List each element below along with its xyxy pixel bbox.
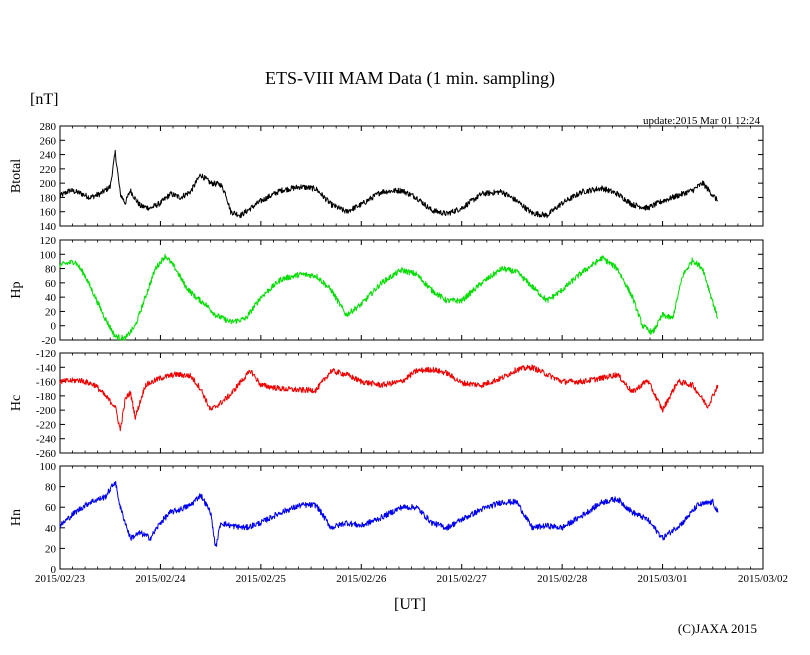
panel-btotal: 140 160 180 200 220 240 260 280 Btotal <box>9 121 764 233</box>
y-tick-label: 20 <box>45 306 57 318</box>
y-axis-label-btotal: Btotal <box>9 159 24 193</box>
y-tick-label: 120 <box>40 235 57 247</box>
y-tick-label: 260 <box>40 135 57 147</box>
chart-title: ETS-VIII MAM Data (1 min. sampling) <box>265 68 555 89</box>
y-tick-label: 160 <box>40 207 57 219</box>
copyright-text: (C)JAXA 2015 <box>678 621 757 636</box>
y-tick-label: 20 <box>45 543 57 555</box>
x-tick-label: 2015/02/26 <box>336 573 387 585</box>
panel-hc: -260 -240 -220 -200 -180 -160 -140 -120 Hc <box>9 348 764 460</box>
y-tick-label: -200 <box>36 405 57 417</box>
y-tick-label: -140 <box>36 362 57 374</box>
y-tick-label: 80 <box>45 264 57 276</box>
x-tick-label: 2015/03/02 <box>738 573 788 585</box>
panels-group: 140160180200220240260280Btotal-200204060… <box>9 121 764 576</box>
y-tick-label: 80 <box>45 482 57 494</box>
update-text: update:2015 Mar 01 12:24 <box>643 115 761 127</box>
y-tick-label: 240 <box>40 150 57 162</box>
x-tick-label: 2015/03/01 <box>638 573 688 585</box>
y-tick-label: -180 <box>36 391 57 403</box>
y-axis-label-hn: Hn <box>9 509 24 526</box>
y-tick-label: 100 <box>40 461 57 473</box>
y-tick-label: 200 <box>40 178 57 190</box>
x-tick-label: 2015/02/25 <box>236 573 287 585</box>
y-tick-label: 100 <box>40 249 57 261</box>
x-tick-label: 2015/02/24 <box>135 573 186 585</box>
y-tick-label: 60 <box>45 502 57 514</box>
y-tick-label: -240 <box>36 434 57 446</box>
y-tick-label: 60 <box>45 278 57 290</box>
y-tick-label: -160 <box>36 377 57 389</box>
y-tick-label: 0 <box>51 321 57 333</box>
y-tick-label: 220 <box>40 164 57 176</box>
y-tick-label: 180 <box>40 192 57 204</box>
series-line-btotal <box>59 149 719 219</box>
y-tick-label: 0 <box>51 564 57 576</box>
y-tick-label: -20 <box>41 335 56 347</box>
series-line-hc <box>59 364 719 432</box>
x-axis: 2015/02/23 2015/02/24 2015/02/25 2015/02/26… <box>35 573 788 585</box>
x-axis-label: [UT] <box>394 596 426 613</box>
y-tick-label: -220 <box>36 419 57 431</box>
y-tick-label: 40 <box>45 523 57 535</box>
y-tick-label: 140 <box>40 221 57 233</box>
y-tick-label: 280 <box>40 121 57 133</box>
panel-hn: 0 20 40 60 80 100 Hn <box>9 461 764 576</box>
y-tick-label: -120 <box>36 348 57 360</box>
panel-hp: -20 0 20 40 60 80 100 120 Hp <box>9 235 764 347</box>
x-tick-label: 2015/02/28 <box>537 573 588 585</box>
y-tick-label: -260 <box>36 448 57 460</box>
unit-label: [nT] <box>30 91 58 108</box>
y-axis-label-hc: Hc <box>9 395 24 411</box>
y-tick-label: 40 <box>45 292 57 304</box>
y-axis-label-hp: Hp <box>9 281 24 298</box>
series-line-hn <box>59 481 719 547</box>
series-line-hp <box>59 253 719 341</box>
x-tick-label: 2015/02/27 <box>437 573 488 585</box>
x-tick-label: 2015/02/23 <box>35 573 86 585</box>
